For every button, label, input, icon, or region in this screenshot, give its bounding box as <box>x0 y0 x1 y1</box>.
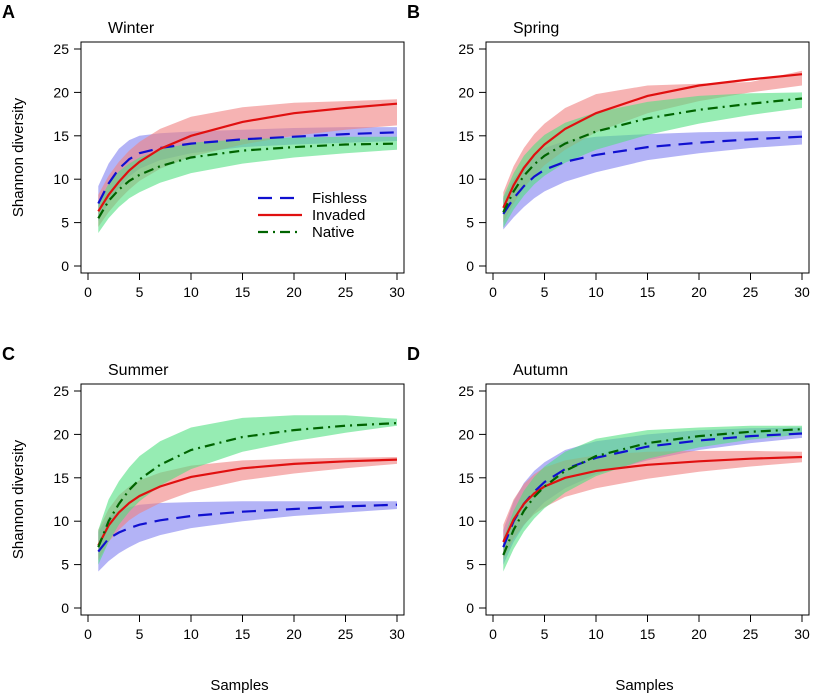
panel-title: Spring <box>513 20 559 37</box>
y-tick-label: 0 <box>61 258 69 274</box>
x-tick-label: 20 <box>286 626 302 642</box>
legend-label-native: Native <box>312 224 355 241</box>
y-axis-title: Shannon diversity <box>10 439 27 559</box>
line-native <box>97 142 398 219</box>
panel-spring: 0 5 10 15 20 25 30 0 5 10 15 20 25 Spring B <box>407 2 810 300</box>
y-tick-label: 15 <box>458 128 474 144</box>
y-tick-label: 20 <box>458 84 474 100</box>
y-tick-label: 20 <box>53 84 69 100</box>
line-fishless <box>502 135 803 215</box>
y-tick-label: 0 <box>466 600 474 616</box>
x-tick-label: 5 <box>136 284 144 300</box>
panel-autumn: 0 5 10 15 20 25 30 0 5 10 15 20 25 Autumn D Samples <box>407 344 810 694</box>
x-tick-label: 30 <box>794 626 810 642</box>
x-tick-label: 15 <box>235 284 251 300</box>
y-tick-label: 20 <box>53 426 69 442</box>
x-tick-label: 10 <box>588 626 604 642</box>
y-tick-label: 15 <box>53 128 69 144</box>
y-tick-label: 0 <box>466 258 474 274</box>
x-axis-title: Samples <box>615 677 673 694</box>
x-tick-label: 5 <box>541 284 549 300</box>
band-native <box>98 415 398 565</box>
x-tick-label: 0 <box>84 626 92 642</box>
y-tick-label: 5 <box>466 215 474 231</box>
band-native <box>503 425 802 572</box>
x-tick-label: 30 <box>794 284 810 300</box>
y-tick-label: 10 <box>53 171 69 187</box>
y-tick-label: 25 <box>458 383 474 399</box>
y-axis-title: Shannon diversity <box>10 97 27 217</box>
x-tick-label: 5 <box>136 626 144 642</box>
line-invaded <box>97 102 398 212</box>
band-invaded <box>503 70 802 223</box>
x-tick-label: 30 <box>389 626 405 642</box>
x-tick-label: 10 <box>183 284 199 300</box>
y-tick-label: 20 <box>458 426 474 442</box>
y-tick-label: 10 <box>458 171 474 187</box>
x-tick-label: 15 <box>640 284 656 300</box>
y-tick-label: 15 <box>53 470 69 486</box>
panel-title: Summer <box>108 362 169 379</box>
y-tick-label: 25 <box>458 41 474 57</box>
y-tick-label: 25 <box>53 383 69 399</box>
y-tick-label: 5 <box>61 215 69 231</box>
line-native <box>502 97 803 213</box>
line-invaded <box>502 455 803 543</box>
legend-label-invaded: Invaded <box>312 207 365 224</box>
legend-label-fishless: Fishless <box>312 190 367 207</box>
panel-title: Winter <box>108 20 155 37</box>
panel-letter: A <box>2 2 15 22</box>
y-tick-label: 25 <box>53 41 69 57</box>
x-tick-label: 15 <box>640 626 656 642</box>
line-invaded <box>97 458 398 547</box>
band-invaded <box>98 99 398 227</box>
x-tick-label: 25 <box>743 284 759 300</box>
x-tick-label: 25 <box>338 284 354 300</box>
x-tick-label: 20 <box>691 626 707 642</box>
x-tick-label: 0 <box>489 284 497 300</box>
panel-summer: 0 5 10 15 20 25 30 0 5 10 15 20 25 Summer C Shannon div… <box>2 344 405 694</box>
band-fishless <box>98 501 398 572</box>
x-axis-title: Samples <box>210 677 268 694</box>
x-tick-label: 25 <box>338 626 354 642</box>
panel-letter: C <box>2 344 15 364</box>
y-tick-label: 15 <box>458 470 474 486</box>
x-tick-label: 10 <box>183 626 199 642</box>
x-tick-label: 0 <box>489 626 497 642</box>
x-tick-label: 10 <box>588 284 604 300</box>
panel-letter: D <box>407 344 420 364</box>
panel-letter: B <box>407 2 420 22</box>
x-tick-label: 0 <box>84 284 92 300</box>
y-tick-label: 5 <box>466 557 474 573</box>
x-tick-label: 5 <box>541 626 549 642</box>
line-fishless <box>97 503 398 553</box>
y-tick-label: 0 <box>61 600 69 616</box>
x-tick-label: 30 <box>389 284 405 300</box>
y-tick-label: 5 <box>61 557 69 573</box>
line-invaded <box>502 73 803 209</box>
panel-title: Autumn <box>513 362 568 379</box>
y-tick-label: 10 <box>53 513 69 529</box>
y-tick-label: 10 <box>458 513 474 529</box>
x-tick-label: 25 <box>743 626 759 642</box>
band-native <box>98 136 398 233</box>
x-tick-label: 20 <box>691 284 707 300</box>
x-tick-label: 15 <box>235 626 251 642</box>
panel-winter: 0 5 10 15 20 25 30 0 5 10 15 20 25 Winter A Shannon div… <box>2 2 405 300</box>
line-fishless <box>97 131 398 205</box>
x-tick-label: 20 <box>286 284 302 300</box>
band-native <box>503 92 802 228</box>
